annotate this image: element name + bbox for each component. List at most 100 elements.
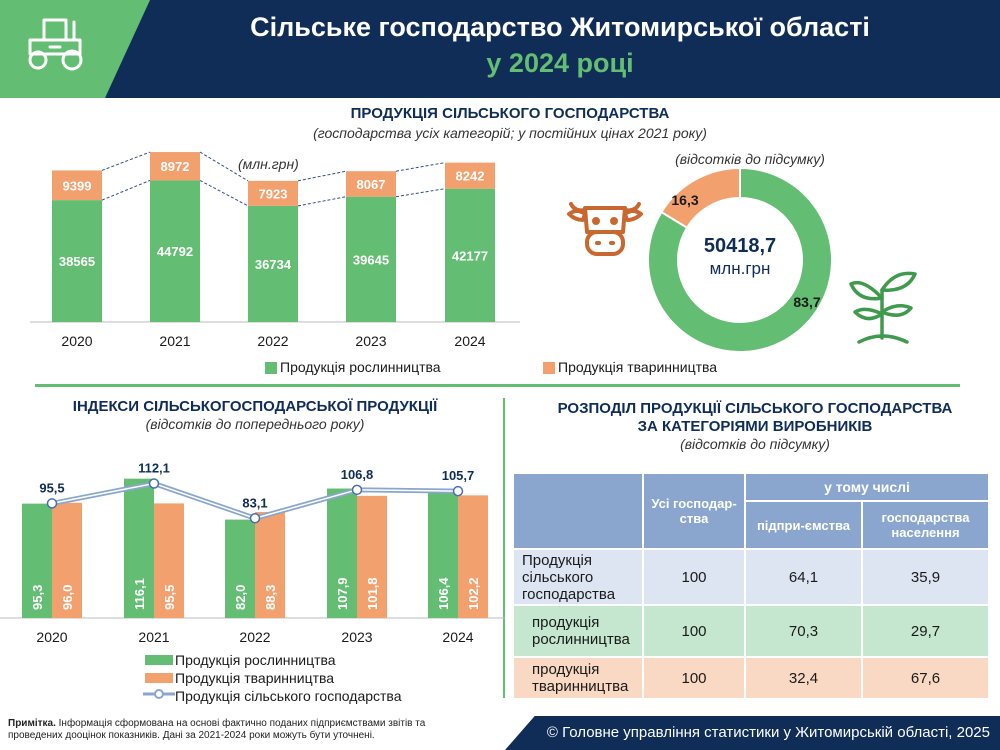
line-index-label: 83,1 [242,495,267,510]
bar-plant [248,205,298,322]
x-tick-label: 2021 [159,333,190,349]
production-subtitle: (господарства усіх категорій; у постійни… [313,125,707,141]
donut-slice-plant [647,166,833,353]
bar-index-animal-label: 101,8 [365,577,380,610]
cell-enterprises: 70,3 [788,622,819,640]
connector-plant [395,188,446,198]
connector-plant [101,179,151,201]
cell-households: 67,6 [910,669,941,687]
bar-plant [52,200,102,322]
donut-total: 50418,7 [703,235,777,257]
connector-total [395,162,446,172]
bar-index-animal [255,512,285,618]
production-bar-chart: 38565 9399 2020 44792 8972 2021 36734 7923 2022 3… [0,145,530,385]
production-donut-chart: 16,3 83,7 [640,160,840,360]
col-header-households: господарства населення [863,502,988,548]
line-index-point [148,478,160,489]
footnote-bold: Примітка. [8,718,56,729]
bar-animal [248,180,298,206]
indices-title: ІНДЕКСИ СІЛЬСЬКОГОСПОДАРСЬКОЇ ПРОДУКЦІЇ [72,398,438,415]
bar-plant [445,188,495,322]
cell-enterprises: 32,4 [788,669,819,687]
section-divider [35,384,960,387]
distribution-title-line1: РОЗПОДІЛ ПРОДУКЦІЇ СІЛЬСЬКОГО ГОСПОДАРСТ… [557,400,953,417]
x-tick-label: 2024 [442,629,473,645]
bar-index-plant-label: 116,1 [132,578,147,610]
connector-total [101,151,151,171]
distribution-title-line2: ЗА КАТЕГОРІЯМИ ВИРОБНИКІВ [637,418,873,435]
bar-index-animal-label: 88,3 [263,585,278,610]
page-subtitle-year: у 2024 році [486,48,634,78]
bar-label-plant: 42177 [452,248,488,263]
cell-all: 100 [681,568,707,586]
bar-label-plant: 38565 [59,254,95,269]
legend-idx-animal-swatch [145,673,173,683]
x-tick-label: 2023 [341,629,372,645]
x-tick-label: 2020 [61,333,92,349]
indices-chart: 95,3 96,0 2020 116,1 95,5 2021 82,0 88,3 2022 107… [0,440,505,655]
table-row: Продукція сільського господарства 100 64… [514,550,988,604]
legend-idx-plant-swatch [145,655,173,665]
bar-plant [150,180,200,322]
cell-households: 29,7 [910,622,941,640]
bar-index-plant [22,503,52,618]
page-title: Сільське господарство Житомирської облас… [250,12,870,42]
line-index-label: 105,7 [442,468,475,483]
table-corner-header [514,474,642,548]
line-index-label: 106,8 [341,467,374,482]
footer-bar [505,716,1000,750]
production-unit: (млн.грн) [238,156,299,172]
legend-animal-swatch [543,362,555,374]
connector-total [297,170,347,182]
legend-plant-label: Продукція рослинництва [280,359,441,375]
legend-idx-animal-label: Продукція тваринництва [175,670,335,686]
cell-enterprises: 64,1 [788,568,819,586]
bar-index-animal [52,502,82,618]
x-tick-label: 2022 [257,333,288,349]
cow-icon [565,188,645,263]
header-bar [0,0,1000,98]
bar-index-plant-label: 82,0 [233,585,248,610]
bar-index-plant-label: 106,4 [436,577,451,610]
table-row: продукція тваринництва 100 32,4 67,6 [514,658,988,698]
cell-all: 100 [681,622,707,640]
bar-label-animal: 8242 [456,169,485,184]
line-index-point [249,513,261,524]
row-label: Продукція сільського господарства [522,551,616,603]
legend-idx-plant-label: Продукція рослинництва [175,652,336,668]
legend-idx-total-label: Продукція сільського господарства [175,688,402,704]
footnote-text: Інформація сформована на основі фактично… [8,718,426,741]
row-label: продукція рослинництва [532,614,630,648]
bar-index-plant [327,488,357,618]
bar-animal [346,171,396,197]
col-header-group: у тому числі [746,474,988,500]
bar-index-animal-label: 95,5 [162,585,177,610]
bar-plant [346,196,396,322]
donut-unit: (відсотків до підсумку) [675,151,825,167]
x-tick-label: 2024 [454,333,485,349]
donut-total-unit: млн.грн [709,259,771,278]
donut-label-plant: 83,7 [793,294,820,310]
cell-households: 35,9 [910,568,941,586]
x-tick-label: 2022 [239,629,270,645]
indices-subtitle: (відсотків до попереднього року) [145,416,365,432]
bar-index-animal [458,495,488,618]
vertical-divider [503,398,505,698]
bar-label-plant: 39645 [353,252,389,267]
distribution-subtitle: (відсотків до підсумку) [680,436,830,452]
bar-index-plant-label: 107,9 [335,577,350,610]
legend-idx-total-swatch [143,687,175,701]
col-header-enterprises: підпри-ємства [746,502,861,548]
footnote: Примітка. Інформація сформована на основ… [8,718,478,742]
line-index-point [452,485,464,497]
bar-label-animal: 8067 [357,177,386,192]
bar-animal [150,152,200,181]
row-label: продукція тваринництва [532,661,629,695]
bar-index-plant [124,478,154,618]
bar-label-plant: 36734 [255,257,292,272]
connector-plant [199,179,249,207]
bar-label-animal: 7923 [259,186,288,201]
line-index-point [351,484,363,496]
x-tick-label: 2023 [355,333,386,349]
line-index-label: 95,5 [39,480,64,495]
